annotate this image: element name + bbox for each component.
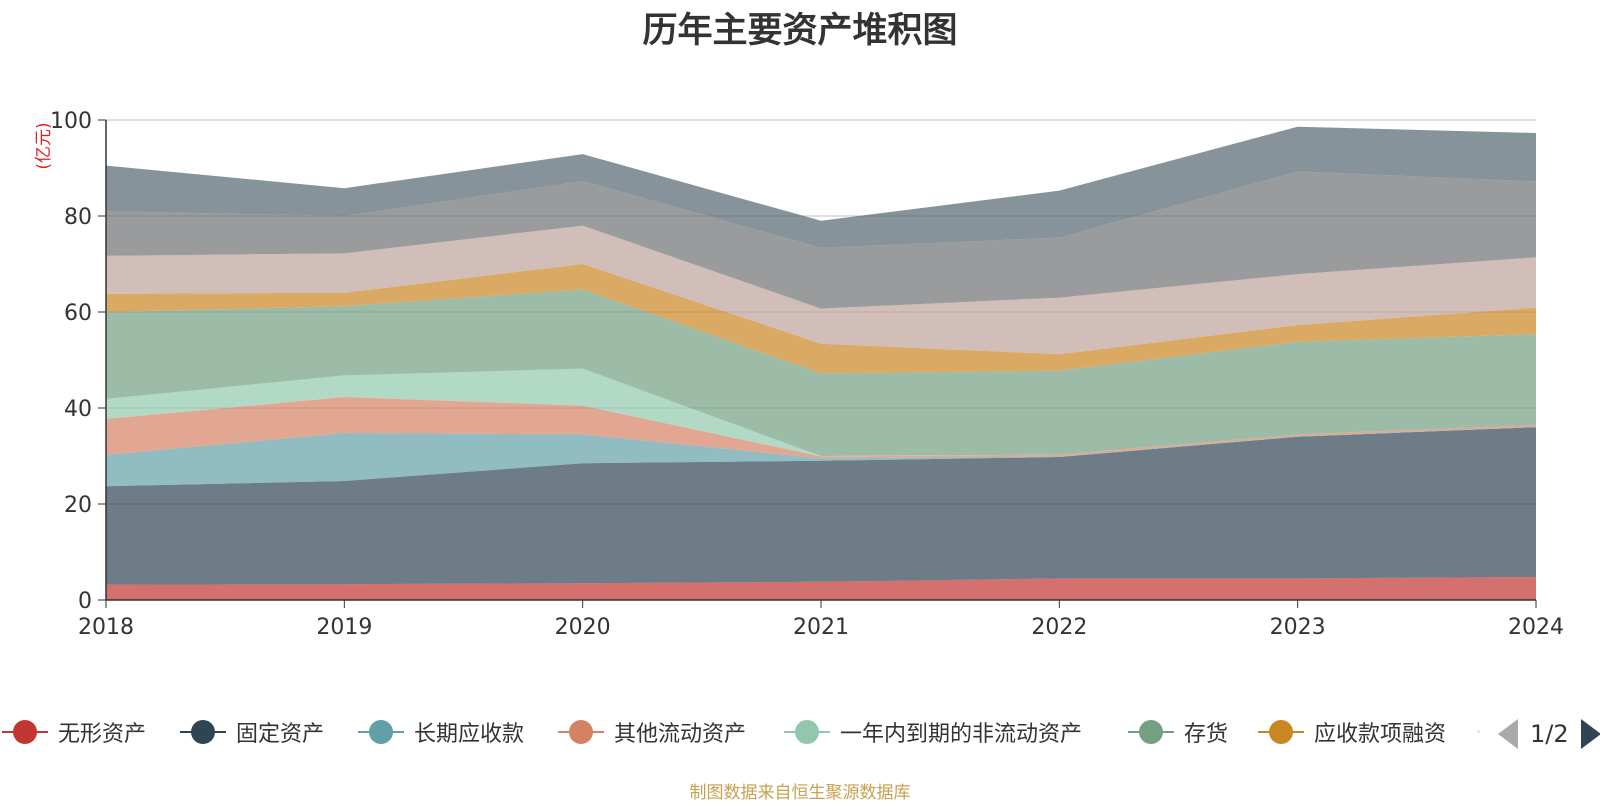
axes: 0 20 40 60 80 100 2018 2019 2020 2021 2022 2023 2024… (34, 109, 1564, 640)
legend-marker-icon (178, 717, 228, 747)
legend-label: 一年内到期的非流动资产 (840, 722, 1083, 747)
legend-dot (13, 720, 37, 744)
legend-dot (795, 720, 819, 744)
area-series-2 (106, 427, 1536, 585)
legend-item[interactable]: 长期应收款 (356, 712, 524, 752)
y-tick-label: 60 (64, 301, 92, 326)
legend-item[interactable]: 一年内到期的非流动资产 (782, 712, 1082, 752)
legend-pager: 1/2 (1498, 714, 1600, 754)
legend-marker-icon (1256, 717, 1306, 747)
x-tick-label: 2021 (793, 615, 849, 640)
legend-item[interactable]: 存货 (1126, 712, 1228, 752)
legend-dot (369, 720, 393, 744)
legend-marker-icon (1126, 717, 1176, 747)
x-tick-label: 2024 (1508, 615, 1564, 640)
legend-item[interactable]: 应收款项融资 (1256, 712, 1446, 752)
stacked-area-chart: 0 20 40 60 80 100 2018 2019 2020 2021 2022 2023 2024… (34, 109, 1564, 640)
area-series-4 (106, 397, 1536, 459)
legend-marker-icon (556, 717, 606, 747)
legend-more-marker: · (1476, 722, 1482, 741)
legend-label: 无形资产 (58, 722, 147, 747)
area-series-7 (106, 264, 1536, 374)
y-tick-label: 20 (64, 493, 92, 518)
y-axis-unit-label: (亿元) (34, 122, 54, 169)
legend-label: 其他流动资产 (614, 722, 747, 747)
chart-title: 历年主要资产堆积图 (642, 11, 958, 51)
legend-item[interactable]: 其他流动资产 (556, 712, 746, 752)
legend-next-page-icon[interactable] (1580, 719, 1600, 749)
y-tick-label: 40 (64, 397, 92, 422)
x-tick-label: 2023 (1270, 615, 1326, 640)
legend-label: 存货 (1184, 722, 1229, 747)
legend-marker-icon (782, 717, 832, 747)
x-tick-label: 2019 (316, 615, 372, 640)
area-series-5 (106, 368, 1536, 457)
x-tick-label: 2022 (1031, 615, 1087, 640)
legend-dot (1269, 720, 1293, 744)
x-tick-label: 2020 (555, 615, 611, 640)
area-series-3 (106, 426, 1536, 487)
legend-label: 应收款项融资 (1314, 722, 1447, 747)
legend-prev-page-icon[interactable] (1498, 719, 1518, 749)
y-tick-label: 100 (50, 109, 92, 134)
source-note: 制图数据来自恒生聚源数据库 (689, 783, 911, 803)
legend-label: 长期应收款 (414, 722, 525, 747)
legend-dot (1139, 720, 1163, 744)
area-series-8 (106, 225, 1536, 355)
area-series-9 (106, 171, 1536, 309)
y-tick-label: 80 (64, 205, 92, 230)
legend-dot (191, 720, 215, 744)
x-tick-label: 2018 (78, 615, 134, 640)
area-series-10 (106, 126, 1536, 248)
legend-item[interactable]: 固定资产 (178, 712, 324, 752)
area-series-1 (106, 577, 1536, 600)
area-series-6 (106, 289, 1536, 456)
legend: 无形资产 固定资产 长期应收款 其他流动资产 一年内到期的非流动资产 存货 应收款项融资 (0, 712, 1600, 752)
legend-marker-icon (356, 717, 406, 747)
legend-item[interactable]: 无形资产 (0, 712, 146, 752)
legend-label: 固定资产 (236, 722, 325, 747)
legend-marker-icon (0, 717, 50, 747)
y-tick-label: 0 (78, 589, 92, 614)
legend-dot (569, 720, 593, 744)
area-series (106, 126, 1536, 600)
legend-page-indicator: 1/2 (1530, 720, 1569, 748)
